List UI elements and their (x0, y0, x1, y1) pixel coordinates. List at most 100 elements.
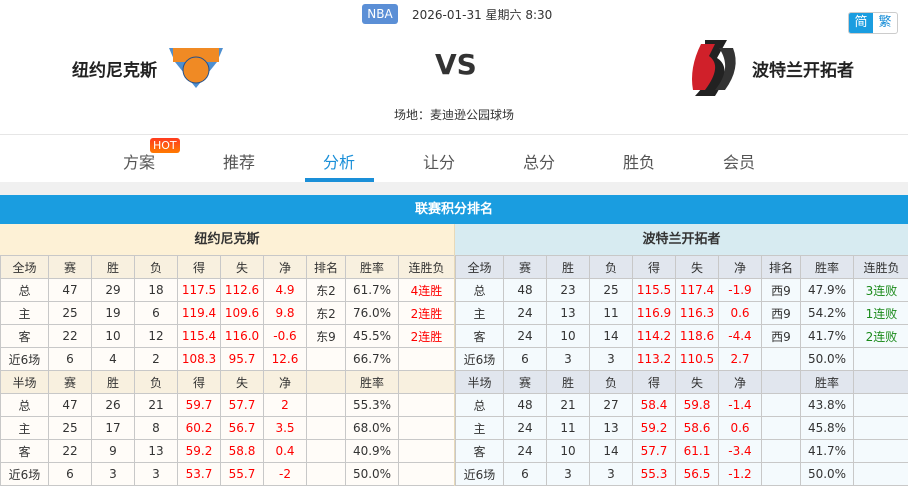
tab-spread[interactable]: 让分 (409, 149, 469, 173)
table-cell: 25 (49, 302, 92, 325)
tab-recommend[interactable]: 推荐 (209, 149, 269, 173)
table-cell: -2 (264, 463, 307, 486)
table-cell: 6 (504, 348, 547, 371)
table-cell (307, 417, 346, 440)
table-cell: 118.6 (676, 325, 719, 348)
table-cell: 1连败 (854, 302, 908, 325)
match-header: NBA 2026-01-31 星期六 8:30 简 繁 纽约尼克斯 VS 波特兰… (0, 0, 908, 135)
column-header (399, 371, 455, 394)
table-header-row: 全场赛胜负得失净排名胜率连胜负 (456, 256, 908, 279)
column-header: 负 (590, 256, 633, 279)
table-cell (854, 417, 908, 440)
table-cell: 116.3 (676, 302, 719, 325)
lang-simplified[interactable]: 简 (849, 13, 873, 33)
table-cell: 68.0% (346, 417, 399, 440)
column-header: 失 (221, 371, 264, 394)
column-header: 负 (135, 371, 178, 394)
table-cell: 10 (92, 325, 135, 348)
home-team-name[interactable]: 纽约尼克斯 (72, 56, 157, 81)
table-cell: 110.5 (676, 348, 719, 371)
table-cell: 116.9 (633, 302, 676, 325)
tab-member[interactable]: 会员 (709, 149, 769, 173)
column-header: 胜 (92, 371, 135, 394)
table-cell (307, 440, 346, 463)
table-cell: 4连胜 (399, 279, 455, 302)
table-cell: 50.0% (801, 463, 854, 486)
away-team-name[interactable]: 波特兰开拓者 (752, 56, 854, 81)
table-cell: 6 (49, 348, 92, 371)
column-header: 负 (135, 256, 178, 279)
table-cell: 66.7% (346, 348, 399, 371)
table-cell: 21 (135, 394, 178, 417)
column-header: 失 (676, 256, 719, 279)
divider (0, 182, 908, 195)
table-cell: 西9 (762, 279, 801, 302)
column-header: 全场 (456, 256, 504, 279)
table-cell: 主 (1, 302, 49, 325)
column-header: 排名 (762, 256, 801, 279)
table-header-row: 全场赛胜负得失净排名胜率连胜负 (1, 256, 455, 279)
table-cell: 3.5 (264, 417, 307, 440)
table-cell: 近6场 (456, 348, 504, 371)
tab-analysis[interactable]: 分析 (309, 149, 369, 173)
column-header: 胜 (547, 371, 590, 394)
lang-traditional[interactable]: 繁 (873, 13, 897, 33)
table-cell (762, 394, 801, 417)
table-cell: 13 (135, 440, 178, 463)
home-standings-title: 纽约尼克斯 (0, 224, 454, 255)
hot-badge: HOT (150, 138, 180, 153)
table-cell: 3 (590, 348, 633, 371)
column-header: 赛 (504, 256, 547, 279)
table-cell (307, 394, 346, 417)
away-standings-title: 波特兰开拓者 (455, 224, 908, 255)
table-cell: 116.0 (221, 325, 264, 348)
table-cell: 41.7% (801, 325, 854, 348)
table-cell: 总 (1, 394, 49, 417)
table-cell: 东2 (307, 279, 346, 302)
table-cell: 东9 (307, 325, 346, 348)
table-cell (854, 394, 908, 417)
table-cell: -1.9 (719, 279, 762, 302)
column-header: 胜率 (801, 256, 854, 279)
tab-moneyline[interactable]: 胜负 (609, 149, 669, 173)
table-cell (762, 440, 801, 463)
venue: 场地：麦迪逊公园球场 (0, 106, 908, 123)
language-toggle[interactable]: 简 繁 (848, 12, 898, 34)
league-badge[interactable]: NBA (362, 4, 398, 24)
column-header: 全场 (1, 256, 49, 279)
table-cell: 47.9% (801, 279, 854, 302)
table-cell: -3.4 (719, 440, 762, 463)
table-cell: 客 (1, 325, 49, 348)
table-cell (762, 417, 801, 440)
table-cell: 25 (49, 417, 92, 440)
table-cell: 22 (49, 325, 92, 348)
table-cell: 客 (456, 440, 504, 463)
column-header: 排名 (307, 256, 346, 279)
table-cell: 40.9% (346, 440, 399, 463)
column-header: 胜率 (346, 256, 399, 279)
table-cell: 12.6 (264, 348, 307, 371)
column-header: 胜 (92, 256, 135, 279)
table-cell: 95.7 (221, 348, 264, 371)
table-cell: 56.5 (676, 463, 719, 486)
table-cell: 50.0% (801, 348, 854, 371)
table-cell: 60.2 (178, 417, 221, 440)
column-header: 半场 (456, 371, 504, 394)
table-cell: 3 (547, 463, 590, 486)
table-cell: 22 (49, 440, 92, 463)
table-cell: 113.2 (633, 348, 676, 371)
table-cell: 55.3 (633, 463, 676, 486)
column-header: 赛 (504, 371, 547, 394)
table-cell: 45.5% (346, 325, 399, 348)
tab-total[interactable]: 总分 (509, 149, 569, 173)
table-cell: 114.2 (633, 325, 676, 348)
table-cell: 23 (547, 279, 590, 302)
table-cell: 2连胜 (399, 302, 455, 325)
table-cell: 近6场 (456, 463, 504, 486)
